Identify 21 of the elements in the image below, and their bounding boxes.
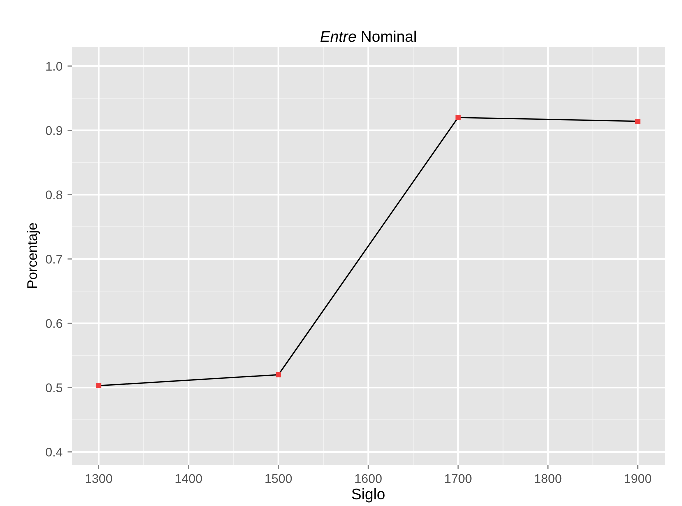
point bbox=[276, 372, 282, 378]
y-tick-label: 1.0 bbox=[46, 62, 62, 71]
x-tick-label: 1700 bbox=[445, 474, 472, 484]
x-tick-label: 1400 bbox=[176, 474, 202, 484]
y-axis-title: Porcentaje bbox=[27, 223, 40, 288]
y-tick-label: 0.7 bbox=[46, 255, 62, 264]
chart-title: Entre Nominal bbox=[320, 30, 416, 42]
y-tick-label: 0.8 bbox=[46, 190, 62, 200]
point bbox=[456, 115, 461, 120]
point bbox=[96, 383, 102, 388]
y-tick-label: 0.6 bbox=[46, 319, 62, 328]
x-axis-title: Siglo bbox=[352, 488, 385, 503]
x-tick-label: 1600 bbox=[356, 474, 382, 484]
y-tick-label: 0.4 bbox=[46, 448, 63, 457]
x-tick-label: 1800 bbox=[535, 474, 562, 484]
x-tick-label: 1500 bbox=[266, 474, 292, 484]
point bbox=[635, 119, 641, 124]
x-tick-label: 1300 bbox=[86, 474, 112, 484]
y-tick-label: 0.9 bbox=[46, 126, 62, 136]
y-tick-label: 0.5 bbox=[46, 384, 62, 392]
x-tick-label: 1900 bbox=[625, 474, 652, 484]
